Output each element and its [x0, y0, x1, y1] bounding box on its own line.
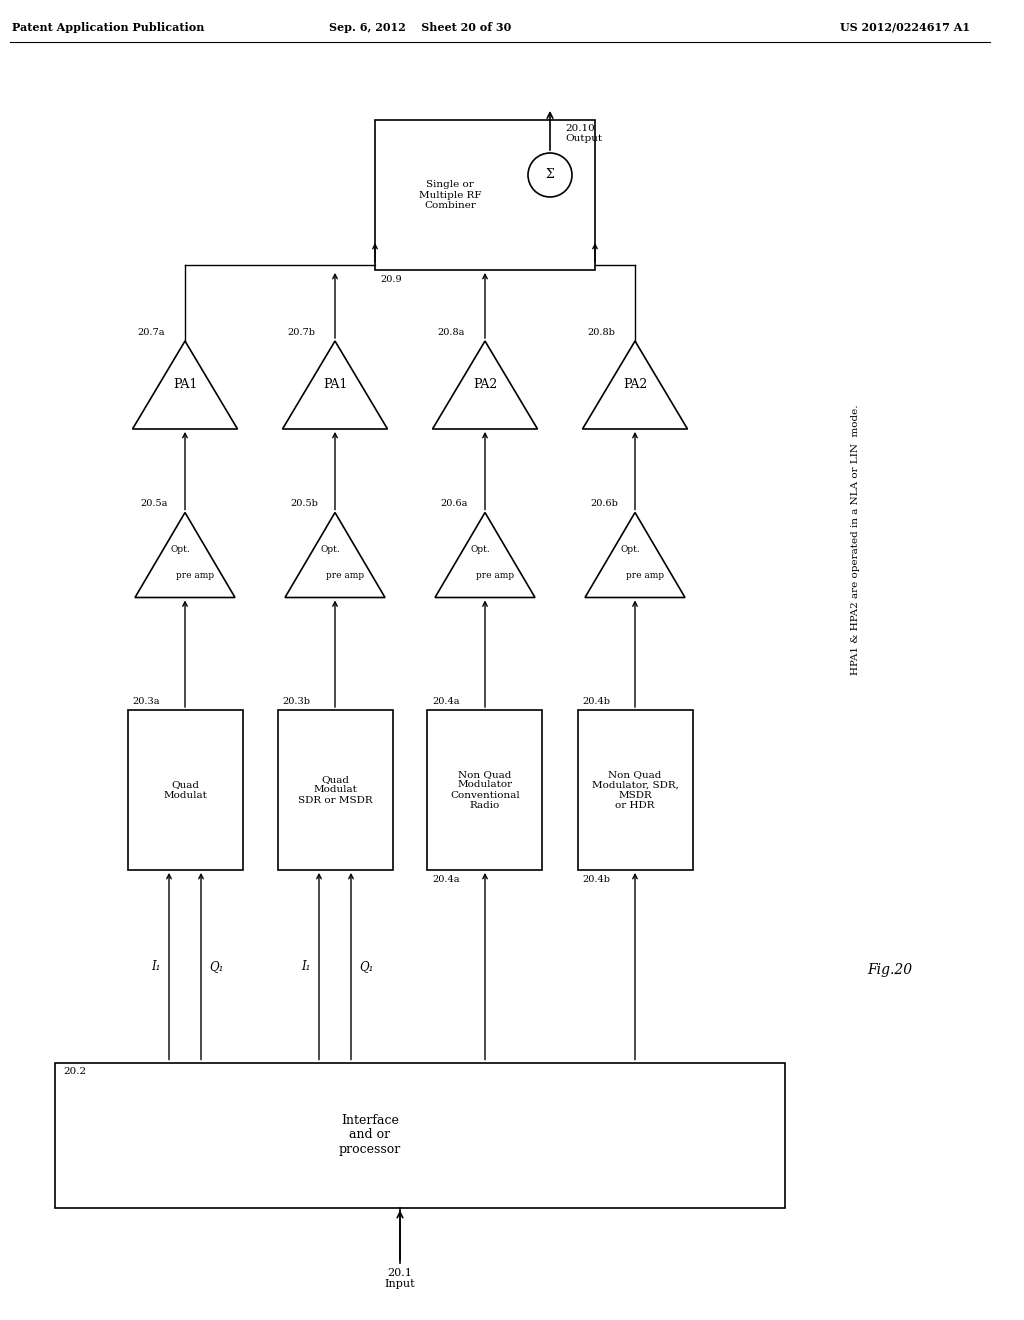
Text: 20.7a: 20.7a	[137, 327, 165, 337]
Bar	[578, 710, 692, 870]
Text: 20.4b: 20.4b	[583, 875, 610, 884]
Text: Opt.: Opt.	[621, 545, 640, 554]
Text: Patent Application Publication: Patent Application Publication	[12, 22, 205, 33]
Text: Opt.: Opt.	[470, 545, 489, 554]
Bar	[427, 710, 543, 870]
Text: PA1: PA1	[173, 379, 198, 392]
Text: I₁: I₁	[302, 960, 311, 973]
Text: 20.4b: 20.4b	[583, 697, 610, 706]
Text: PA2: PA2	[473, 379, 497, 392]
Text: 20.2: 20.2	[63, 1068, 86, 1077]
Text: Single or
Multiple RF
Combiner: Single or Multiple RF Combiner	[419, 180, 481, 210]
Text: 20.9: 20.9	[380, 275, 401, 284]
Text: 20.5a: 20.5a	[140, 499, 167, 508]
Text: 20.1
Input: 20.1 Input	[385, 1267, 416, 1290]
Text: Q₁: Q₁	[359, 960, 374, 973]
Text: Σ: Σ	[546, 169, 554, 181]
Text: 20.6b: 20.6b	[590, 499, 617, 508]
Text: I₁: I₁	[152, 960, 161, 973]
Text: Sep. 6, 2012    Sheet 20 of 30: Sep. 6, 2012 Sheet 20 of 30	[329, 22, 511, 33]
Text: 20.6a: 20.6a	[440, 499, 467, 508]
Text: PA1: PA1	[323, 379, 347, 392]
Text: 20.4a: 20.4a	[432, 875, 460, 884]
Text: US 2012/0224617 A1: US 2012/0224617 A1	[840, 22, 970, 33]
Text: 20.10
Output: 20.10 Output	[565, 124, 602, 143]
Bar	[278, 710, 392, 870]
Text: pre amp: pre amp	[626, 570, 664, 579]
Text: Q₁: Q₁	[209, 960, 223, 973]
Text: PA2: PA2	[623, 379, 647, 392]
Text: 20.4a: 20.4a	[432, 697, 460, 706]
Text: pre amp: pre amp	[176, 570, 214, 579]
Text: Fig.20: Fig.20	[867, 964, 912, 977]
Text: Quad
Modulat: Quad Modulat	[163, 780, 207, 800]
Text: 20.3a: 20.3a	[132, 697, 160, 706]
Bar	[375, 120, 595, 271]
Bar	[55, 1063, 785, 1208]
Text: Non Quad
Modulator
Conventional
Radio: Non Quad Modulator Conventional Radio	[451, 770, 520, 810]
Text: Opt.: Opt.	[170, 545, 189, 554]
Bar	[128, 710, 243, 870]
Text: 20.8b: 20.8b	[588, 327, 615, 337]
Text: pre amp: pre amp	[476, 570, 514, 579]
Text: HPA1 & HPA2 are operated in a NLA or LIN  mode.: HPA1 & HPA2 are operated in a NLA or LIN…	[851, 405, 859, 676]
Text: pre amp: pre amp	[326, 570, 365, 579]
Text: 20.7b: 20.7b	[288, 327, 315, 337]
Text: 20.5b: 20.5b	[290, 499, 317, 508]
Text: Quad
Modulat
SDR or MSDR: Quad Modulat SDR or MSDR	[298, 775, 373, 805]
Text: 20.8a: 20.8a	[437, 327, 465, 337]
Text: Opt.: Opt.	[321, 545, 340, 554]
Text: Non Quad
Modulator, SDR,
MSDR
or HDR: Non Quad Modulator, SDR, MSDR or HDR	[592, 770, 679, 810]
Text: Interface
and or
processor: Interface and or processor	[339, 1114, 401, 1156]
Text: 20.3b: 20.3b	[283, 697, 310, 706]
